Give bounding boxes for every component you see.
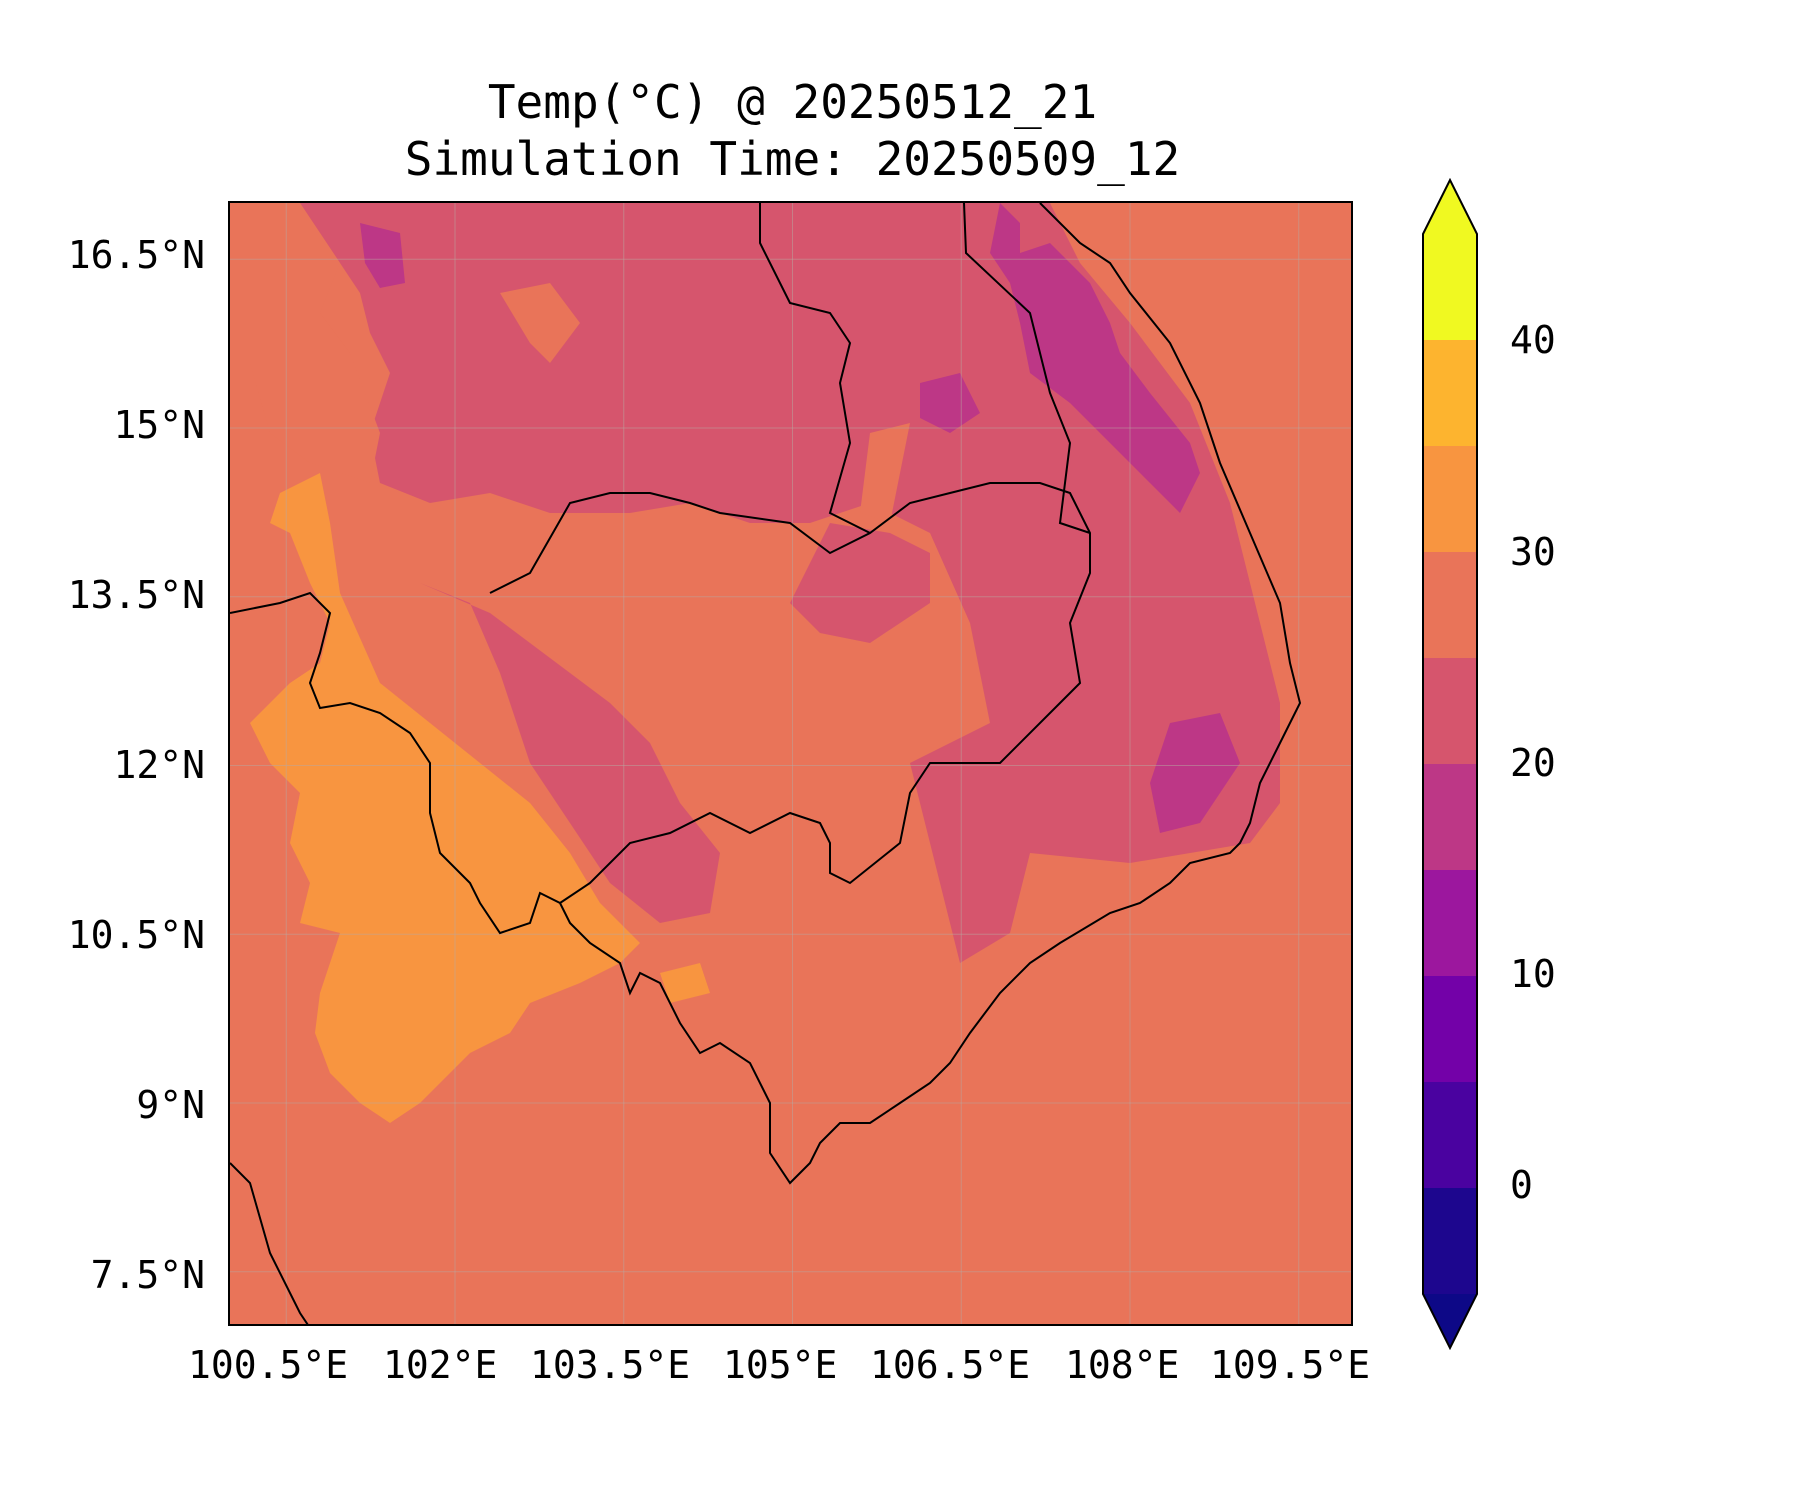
colorbar-extend-min [1423, 1294, 1477, 1348]
colorbar-band [1423, 1188, 1477, 1294]
colorbar-band [1423, 1082, 1477, 1188]
contour-band-15-20 [360, 223, 405, 288]
colorbar-band [1423, 234, 1477, 340]
contour-band-25-30 [860, 423, 910, 523]
border-laos-vietnam [963, 203, 1091, 534]
temperature-map [230, 203, 1351, 1324]
lat-tick-label: 15°N [113, 403, 205, 447]
lat-tick-label: 9°N [136, 1083, 205, 1127]
colorbar-outline [1422, 178, 1478, 1350]
colorbar-band [1423, 658, 1477, 764]
lon-tick-label: 109.5°E [1210, 1343, 1371, 1387]
contour-band-20-25 [420, 583, 720, 923]
border-cambodia [489, 482, 1091, 904]
map-panel [228, 201, 1353, 1326]
contour-band-20-25 [790, 523, 930, 643]
lat-tick-label: 13.5°N [67, 573, 205, 617]
lon-tick-label: 108°E [1065, 1343, 1180, 1387]
colorbar-tick-label: 30 [1510, 530, 1556, 574]
colorbar [1422, 178, 1478, 1350]
contour-band-25-30 [500, 283, 580, 363]
colorbar-tick-label: 0 [1510, 1163, 1533, 1207]
colorbar-tick-label: 10 [1510, 952, 1556, 996]
contour-band-15-20 [990, 203, 1200, 513]
coastlines-and-borders [230, 203, 1302, 1324]
colorbar-band [1423, 976, 1477, 1082]
colorbar-band [1423, 340, 1477, 446]
map-gridlines [230, 203, 1351, 1324]
colorbar-tick-label: 20 [1510, 741, 1556, 785]
colorbar-band [1423, 552, 1477, 658]
colorbar-band [1423, 870, 1477, 976]
contour-band-30-35 [250, 473, 640, 1123]
lon-tick-label: 102°E [383, 1343, 498, 1387]
lat-tick-label: 12°N [113, 743, 205, 787]
coastline-mainland [230, 203, 1302, 1185]
lon-tick-label: 106.5°E [870, 1343, 1031, 1387]
map-title: Temp(°C) @ 20250512_21 [487, 75, 1098, 129]
lon-tick-label: 105°E [723, 1343, 838, 1387]
lon-tick-label: 100.5°E [188, 1343, 349, 1387]
contour-band-25-30 [230, 203, 380, 483]
contour-band-20-25 [300, 203, 1280, 963]
border-thailand-laos [759, 203, 871, 534]
contour-band-30-35 [660, 963, 710, 1003]
lat-tick-label: 7.5°N [90, 1253, 205, 1297]
map-subtitle: Simulation Time: 20250509_12 [404, 132, 1181, 186]
contour-band-15-20 [920, 373, 980, 433]
contour-band-15-20 [1150, 713, 1240, 833]
colorbar-tick-label: 40 [1510, 318, 1556, 362]
lat-tick-label: 10.5°N [67, 913, 205, 957]
lon-tick-label: 103.5°E [530, 1343, 691, 1387]
lat-tick-label: 16.5°N [67, 233, 205, 277]
colorbar-band [1423, 446, 1477, 552]
colorbar-extend-max [1423, 180, 1477, 234]
coast-malay-peninsula [230, 1162, 309, 1324]
colorbar-band [1423, 764, 1477, 870]
